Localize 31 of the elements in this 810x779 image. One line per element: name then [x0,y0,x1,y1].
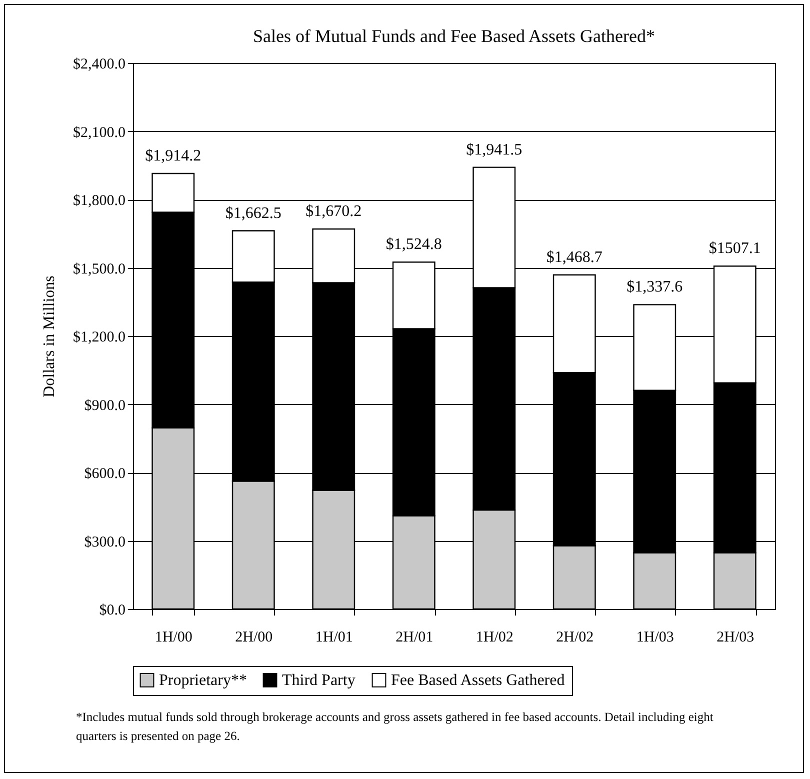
y-tick-label: $1,500.0 [73,261,126,278]
y-tick-label: $900.0 [84,398,126,414]
total-label: $1,914.2 [145,148,202,165]
y-tick-label: $300.0 [84,534,126,550]
y-tick-label: $2,400.0 [73,56,126,72]
total-label: $1507.1 [708,240,761,258]
total-label: $1,468.7 [546,248,602,266]
legend-label: Proprietary** [159,672,247,690]
legend-label: Third Party [282,672,356,690]
total-label: $1,670.2 [306,203,362,220]
y-axis-title: Dollars in Millions [41,276,58,398]
text: *Includes mutual funds sold through brokerage accounts and gross assets gathered in fee based accounts. Detail including eight quarters is presented on page 26. [76,709,714,745]
x-tick-label: 1H/00 [154,630,192,646]
y-tick-label: $1,800.0 [73,193,126,209]
x-tick-label: 1H/03 [636,630,674,646]
x-tick-label: 2H/01 [396,630,434,646]
x-tick-label: 2H/03 [716,630,754,646]
total-label: $1,662.5 [225,204,282,222]
y-tick-label: $2,100.0 [73,124,126,141]
y-tick-label: $1,200.0 [73,330,126,346]
x-tick-label: 1H/01 [315,630,353,646]
x-tick-label: 1H/02 [476,630,514,646]
total-label: $1,941.5 [466,141,522,158]
x-tick-label: 2H/02 [556,630,594,646]
y-tick-label: $600.0 [84,466,126,482]
total-label: $1,524.8 [386,236,442,254]
y-tick-label: $0.0 [99,602,126,618]
x-tick-label: 2H/00 [235,630,273,646]
total-label: $1,337.6 [626,278,683,296]
legend-label: Fee Based Assets Gathered [391,672,565,690]
chart-title: Sales of Mutual Funds and Fee Based Assets Gathered* [253,26,655,46]
